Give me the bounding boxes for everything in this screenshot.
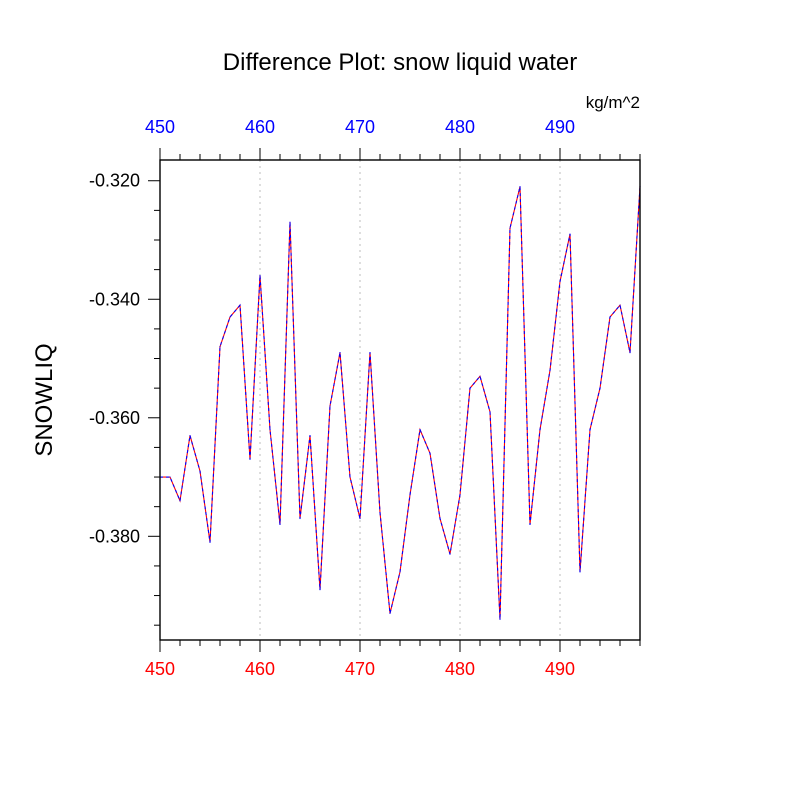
data-point-479 [449, 553, 451, 555]
data-point-460 [259, 274, 261, 277]
x-tick-label-top-460: 460 [245, 117, 275, 137]
data-point-467 [329, 405, 331, 407]
data-point-455 [209, 541, 211, 543]
x-tick-label-bottom-460: 460 [245, 659, 275, 679]
data-point-482 [479, 375, 481, 377]
data-point-478 [439, 517, 441, 520]
axis-ticks [148, 148, 641, 652]
plot-frame [159, 159, 641, 641]
data-point-485 [509, 227, 511, 229]
data-point-486 [519, 186, 521, 188]
y-tick-label-1: -0.360 [89, 408, 140, 428]
data-point-457 [229, 316, 231, 318]
data-point-452 [179, 500, 181, 502]
data-point-477 [429, 452, 431, 454]
data-point-469 [349, 476, 351, 478]
data-point-476 [419, 429, 421, 431]
data-point-465 [309, 434, 311, 437]
series-lines [159, 186, 641, 620]
units-label: kg/m^2 [586, 93, 640, 112]
data-point-470 [359, 517, 361, 520]
data-point-483 [489, 411, 491, 413]
data-point-471 [369, 351, 371, 354]
data-point-473 [389, 612, 391, 614]
data-point-453 [189, 434, 191, 437]
y-tick-label-3: -0.320 [89, 171, 140, 191]
grid-lines [259, 160, 561, 640]
data-point-494 [599, 387, 601, 389]
data-point-466 [319, 589, 321, 591]
x-tick-label-top-490: 490 [545, 117, 575, 137]
data-point-461 [269, 429, 271, 431]
data-point-481 [469, 387, 471, 389]
data-point-495 [609, 316, 611, 318]
data-point-475 [409, 494, 411, 496]
data-point-480 [459, 494, 461, 496]
data-point-497 [629, 351, 631, 354]
data-point-492 [579, 571, 581, 573]
data-point-491 [569, 233, 571, 235]
data-point-462 [279, 523, 281, 526]
x-tick-label-top-450: 450 [145, 117, 175, 137]
data-point-459 [249, 458, 251, 460]
data-point-464 [299, 517, 301, 520]
x-tick-label-bottom-480: 480 [445, 659, 475, 679]
data-point-474 [399, 571, 401, 573]
y-axis-label: SNOWLIQ [31, 343, 58, 456]
data-point-454 [199, 470, 201, 472]
y-tick-label-0: -0.380 [89, 526, 140, 546]
data-point-451 [169, 476, 171, 478]
x-tick-label-top-480: 480 [445, 117, 475, 137]
data-point-456 [219, 346, 221, 348]
x-tick-label-bottom-450: 450 [145, 659, 175, 679]
data-point-484 [499, 618, 501, 620]
data-point-489 [549, 369, 551, 371]
data-point-490 [559, 280, 561, 283]
data-point-488 [539, 429, 541, 431]
data-point-493 [589, 429, 591, 431]
data-point-472 [379, 511, 381, 514]
data-point-487 [529, 523, 531, 526]
chart-title: Difference Plot: snow liquid water [223, 49, 577, 76]
x-tick-label-top-470: 470 [345, 117, 375, 137]
data-point-496 [619, 304, 621, 306]
data-point-458 [239, 304, 241, 306]
x-tick-label-bottom-470: 470 [345, 659, 375, 679]
tick-labels: 450 450 460 460 470 470 480 480 490 490 -0.380 -0.3… [89, 117, 575, 679]
x-tick-label-bottom-490: 490 [545, 659, 575, 679]
data-point-468 [339, 351, 341, 354]
y-tick-label-2: -0.340 [89, 289, 140, 309]
data-point-463 [289, 221, 291, 223]
